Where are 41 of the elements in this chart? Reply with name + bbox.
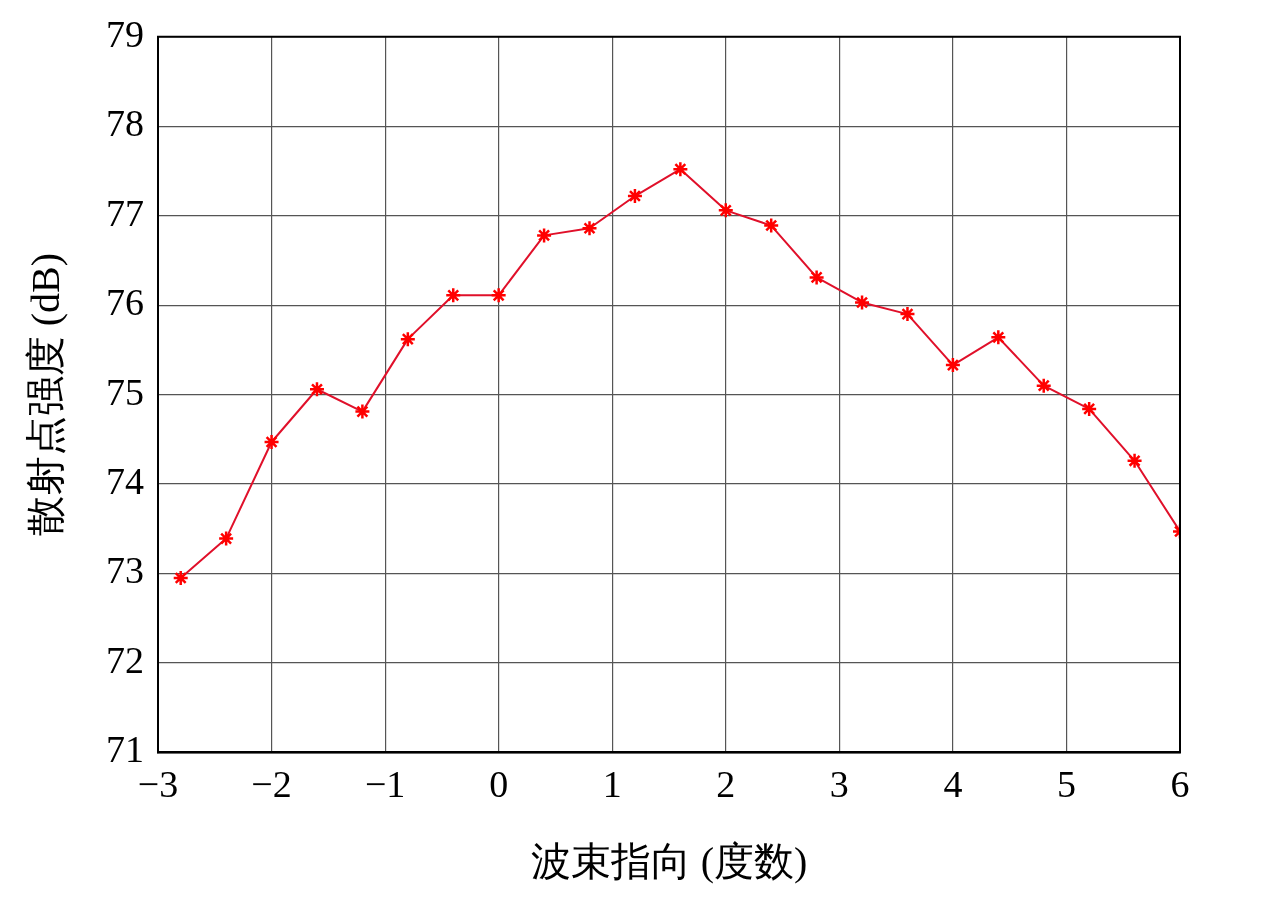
point <box>1080 400 1098 418</box>
point <box>626 187 644 205</box>
x-tick-label: 3 <box>829 763 849 806</box>
x-tick-label: −2 <box>251 763 292 806</box>
point <box>899 305 916 323</box>
point <box>853 294 871 311</box>
y-tick-label: 73 <box>106 549 144 592</box>
point <box>808 269 825 286</box>
point <box>399 330 417 348</box>
y-tick-label: 77 <box>106 191 144 234</box>
point <box>535 227 553 244</box>
point <box>1035 377 1052 394</box>
y-tick-label: 75 <box>106 370 144 413</box>
point <box>490 287 507 304</box>
x-tick-label: 6 <box>1170 763 1190 806</box>
point <box>762 217 780 234</box>
point <box>308 380 326 398</box>
point <box>354 403 371 420</box>
x-tick-label: 2 <box>716 763 736 806</box>
y-tick-label: 74 <box>106 460 144 503</box>
point <box>263 433 280 451</box>
point <box>990 329 1007 346</box>
y-tick-label: 76 <box>106 281 144 324</box>
point <box>672 160 689 178</box>
x-axis-title: 波束指向 (度数) <box>530 838 808 884</box>
point <box>444 287 462 304</box>
y-tick-label: 78 <box>106 102 144 145</box>
point <box>581 219 598 237</box>
x-tick-label: −1 <box>364 763 406 806</box>
point <box>717 202 735 219</box>
x-tick-label: 1 <box>602 763 622 806</box>
y-tick-label: 79 <box>106 12 144 55</box>
x-tick-label: 0 <box>489 763 509 806</box>
point <box>1126 452 1143 470</box>
x-tick-label: 4 <box>943 763 963 806</box>
x-tick-label: 5 <box>1056 763 1076 806</box>
y-axis-title: 散射点强度 (dB) <box>22 252 68 537</box>
point <box>217 530 235 547</box>
point <box>172 569 189 587</box>
point <box>944 356 962 374</box>
y-tick-label: 72 <box>106 638 144 681</box>
